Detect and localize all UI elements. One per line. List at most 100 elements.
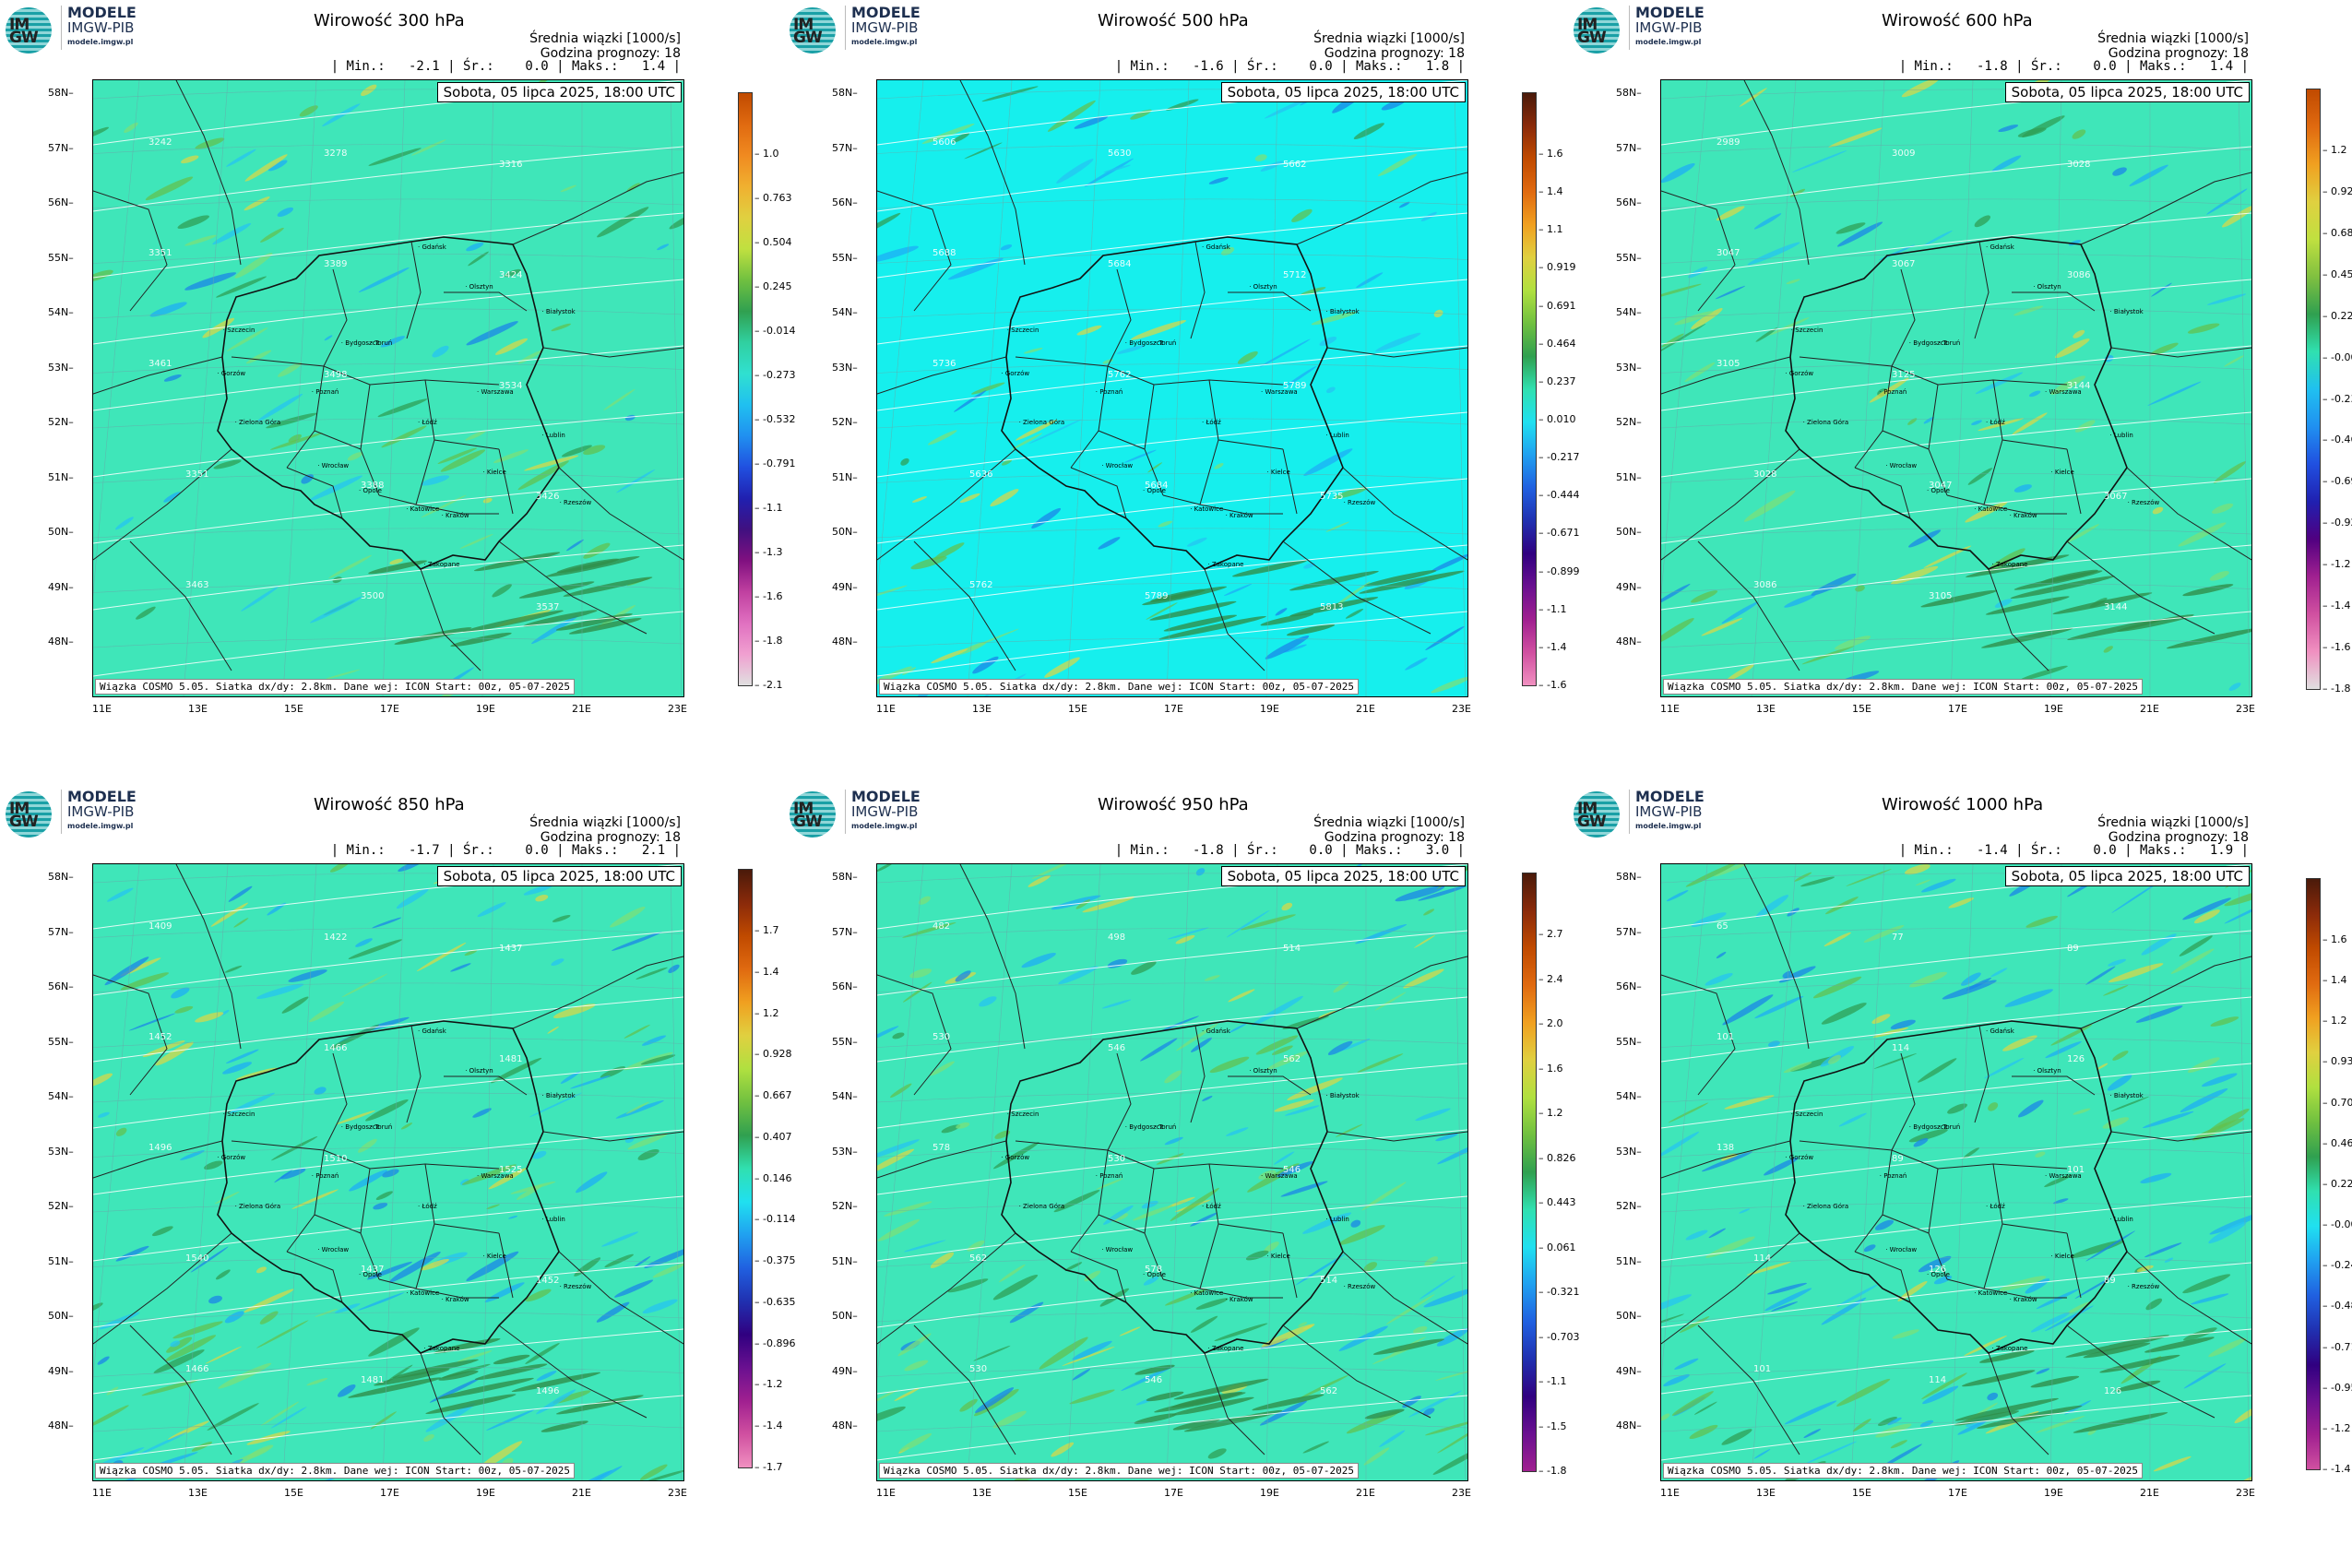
latitude-label: 48N– <box>1616 636 1642 647</box>
longitude-line <box>382 80 406 696</box>
vorticity-streak <box>1874 1219 1894 1230</box>
vorticity-streak <box>1413 1325 1428 1334</box>
vorticity-streak <box>1143 1277 1159 1286</box>
vorticity-streak <box>309 1001 345 1023</box>
vorticity-streak <box>433 1337 501 1354</box>
city-label: · Olsztyn <box>1249 283 1277 291</box>
vorticity-streak <box>361 84 377 97</box>
vorticity-streak <box>1920 878 1956 893</box>
vorticity-streak <box>1855 585 1865 592</box>
country-border <box>959 864 1026 1050</box>
vorticity-streak <box>2065 1335 2169 1358</box>
vorticity-streak <box>1298 1322 1308 1327</box>
vorticity-streak <box>1082 896 1135 913</box>
city-label: · Kielce <box>2050 468 2074 476</box>
voivodeship-border <box>1854 467 1911 519</box>
vorticity-streak <box>637 1148 659 1160</box>
vorticity-streak <box>1726 664 1754 682</box>
colorbar-tick-label: – -0.532 <box>754 413 796 425</box>
colorbar-tick-label: – -0.718 <box>2322 1340 2352 1353</box>
contour-line <box>877 1063 1467 1129</box>
vorticity-streak <box>2112 167 2127 176</box>
colorbar-tick-label: – 1.4 <box>754 965 779 978</box>
city-label: · Bydgoszcz <box>340 1123 380 1131</box>
vorticity-streak <box>208 1295 222 1304</box>
colorbar-tick-label: – -0.008 <box>2322 1218 2352 1231</box>
vorticity-streak <box>459 533 493 549</box>
vorticity-streak <box>1072 1340 1112 1360</box>
vorticity-streak <box>1753 213 1782 230</box>
colorbar-tick-label: – 0.691 <box>1538 299 1576 312</box>
voivodeship-border <box>1098 430 1146 450</box>
contour-label: 3067 <box>2104 492 2127 502</box>
vorticity-streak <box>1852 1419 1871 1432</box>
colorbar-tick-label: – 0.443 <box>1538 1196 1576 1208</box>
contour-label: 578 <box>1145 1265 1162 1275</box>
vorticity-streak <box>624 1024 650 1039</box>
colorbar-tick-label: – -1.3 <box>754 546 783 558</box>
contour-line <box>93 1395 683 1461</box>
vorticity-streak <box>1836 221 1883 247</box>
vorticity-streak <box>1402 1396 1421 1408</box>
contour-line <box>877 1195 1467 1262</box>
vorticity-streak <box>138 1431 187 1455</box>
vorticity-streak <box>1044 657 1080 678</box>
vorticity-streak <box>1431 676 1467 694</box>
country-border <box>1282 1324 1431 1419</box>
longitude-label: 19E <box>476 703 495 715</box>
longitude-label: 17E <box>1164 703 1183 715</box>
vorticity-streak <box>1131 961 1157 975</box>
contour-line <box>93 279 683 345</box>
latitude-label: 52N– <box>1616 416 1642 428</box>
longitude-label: 15E <box>1852 1487 1871 1499</box>
latitude-line <box>1661 1367 2251 1377</box>
longitude-line <box>2049 80 2062 696</box>
city-label: · Zakopane <box>1207 561 1244 569</box>
vorticity-streak <box>1318 1010 1337 1018</box>
colorbar-tick-label: – 0.237 <box>1538 374 1576 387</box>
city-label: · Warszawa <box>1261 388 1298 396</box>
latitude-line <box>93 363 683 374</box>
vorticity-streak <box>244 196 270 211</box>
vorticity-streak <box>2083 1342 2151 1359</box>
vorticity-streak <box>2135 1005 2183 1023</box>
longitude-line <box>282 864 317 1480</box>
latitude-line <box>877 1147 1467 1158</box>
vorticity-streak <box>1964 1335 2007 1357</box>
vorticity-streak <box>1195 1298 1229 1310</box>
vorticity-streak <box>1408 1390 1462 1418</box>
vorticity-streak <box>1333 981 1349 993</box>
vorticity-streak <box>423 1434 434 1442</box>
country-border <box>1326 1131 1467 1142</box>
logo-text: MODELE IMGW-PIB modele.imgw.pl <box>1629 6 1705 50</box>
vorticity-streak <box>1146 1391 1184 1402</box>
city-label: · Poznań <box>1095 1172 1123 1180</box>
contour-line <box>877 411 1467 478</box>
vorticity-streak <box>1724 1095 1775 1110</box>
contour-line <box>1661 478 2251 544</box>
vorticity-streak <box>2210 1016 2239 1027</box>
map-canvas: 65 77 89 101 114 126 138 89 101 114 126 89 101 114 126 <box>1661 864 2251 1480</box>
vorticity-streak <box>639 1464 668 1480</box>
country-border <box>877 356 1007 395</box>
vorticity-streak <box>1671 1391 1714 1416</box>
longitude-line <box>1066 864 1101 1480</box>
vorticity-streak <box>1714 864 1751 877</box>
vorticity-streak <box>2085 1230 2135 1262</box>
vorticity-streak <box>1979 1349 2035 1363</box>
vorticity-streak <box>328 554 372 579</box>
latitude-line <box>1661 473 2251 483</box>
subtitle-mean: Średnia wiązki [1000/s] <box>1313 31 1465 46</box>
vorticity-streak <box>2099 1354 2180 1373</box>
vorticity-streak <box>1863 1244 1876 1253</box>
vorticity-streak <box>1764 1157 1799 1176</box>
vorticity-streak <box>468 251 489 267</box>
colorbar-tick-label: – 1.4 <box>1538 185 1563 198</box>
vorticity-streak <box>1195 868 1206 876</box>
contour-label: 101 <box>2067 1165 2085 1175</box>
vorticity-streak <box>636 967 668 980</box>
vorticity-streak <box>93 269 113 282</box>
vorticity-streak <box>1716 206 1745 221</box>
vorticity-streak <box>1907 529 1942 548</box>
latitude-line <box>1661 583 2251 593</box>
